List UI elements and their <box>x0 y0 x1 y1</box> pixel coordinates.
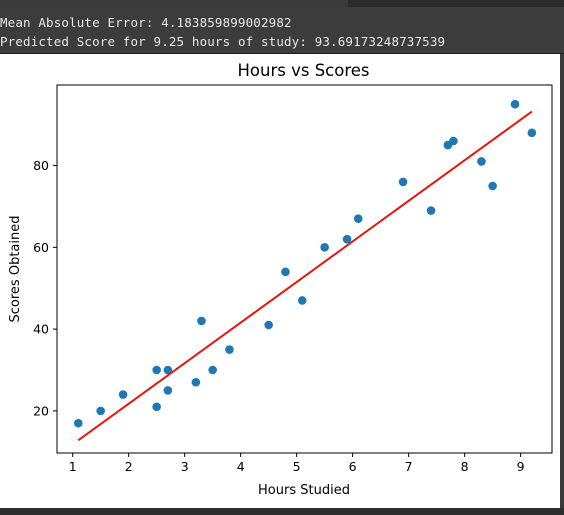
plot-figure: Hours vs Scores 1 2 3 4 5 6 7 8 9 20 40 60 80 Hours … <box>0 54 560 508</box>
data-point-18 <box>353 214 363 224</box>
data-point-4 <box>208 365 217 375</box>
data-point-24 <box>449 136 458 146</box>
data-point-9 <box>163 386 173 395</box>
y-tick-label-2: 60 <box>33 240 49 255</box>
data-point-11 <box>342 234 352 244</box>
data-point-8 <box>477 157 486 166</box>
data-point-14 <box>73 418 83 428</box>
data-point-23 <box>398 177 408 187</box>
prediction-output-line: Predicted Score for 9.25 hours of study:… <box>0 34 446 49</box>
x-tick-label-3: 4 <box>237 459 245 474</box>
data-point-21 <box>281 267 290 277</box>
data-point-2 <box>191 377 201 387</box>
data-point-20 <box>163 365 173 375</box>
x-tick-label-6: 7 <box>405 459 413 474</box>
data-point-5 <box>96 406 105 416</box>
mae-output-line: Mean Absolute Error: 4.183859899002982 <box>0 15 292 30</box>
data-point-15 <box>510 99 520 109</box>
bottom-scrollbar[interactable] <box>0 508 564 515</box>
active-tab[interactable] <box>0 0 348 7</box>
x-tick-label-2: 3 <box>181 459 189 474</box>
x-tick-label-7: 8 <box>461 459 469 474</box>
plot-frame <box>56 84 553 454</box>
y-tick-label-3: 80 <box>33 158 49 173</box>
x-tick-label-0: 1 <box>69 459 77 474</box>
x-tick-label-5: 6 <box>349 459 357 474</box>
data-point-22 <box>225 345 234 354</box>
data-point-1 <box>297 296 307 305</box>
regression-line <box>77 110 533 442</box>
scatter-chart: Hours vs Scores 1 2 3 4 5 6 7 8 9 20 40 60 80 Hours … <box>8 61 553 498</box>
data-point-7 <box>320 243 329 252</box>
data-point-6 <box>527 128 537 138</box>
chart-title: Hours vs Scores <box>238 61 370 80</box>
x-tick-label-4: 5 <box>293 459 301 474</box>
top-tab-strip <box>0 0 564 7</box>
x-tick-label-8: 9 <box>517 459 525 474</box>
y-tick-label-1: 40 <box>33 322 49 337</box>
data-point-17 <box>118 390 128 399</box>
data-point-19 <box>426 206 436 215</box>
data-point-13 <box>197 316 206 326</box>
data-point-12 <box>264 320 273 330</box>
x-axis-label: Hours Studied <box>258 483 350 498</box>
y-axis-label: Scores Obtained <box>8 216 23 323</box>
right-panel-edge <box>560 54 564 508</box>
data-point-3 <box>488 181 497 191</box>
data-point-0 <box>152 402 161 412</box>
console-output: Mean Absolute Error: 4.183859899002982 P… <box>0 7 564 53</box>
x-tick-label-1: 2 <box>125 459 133 474</box>
y-tick-label-0: 20 <box>33 403 49 418</box>
data-point-16 <box>152 365 161 375</box>
